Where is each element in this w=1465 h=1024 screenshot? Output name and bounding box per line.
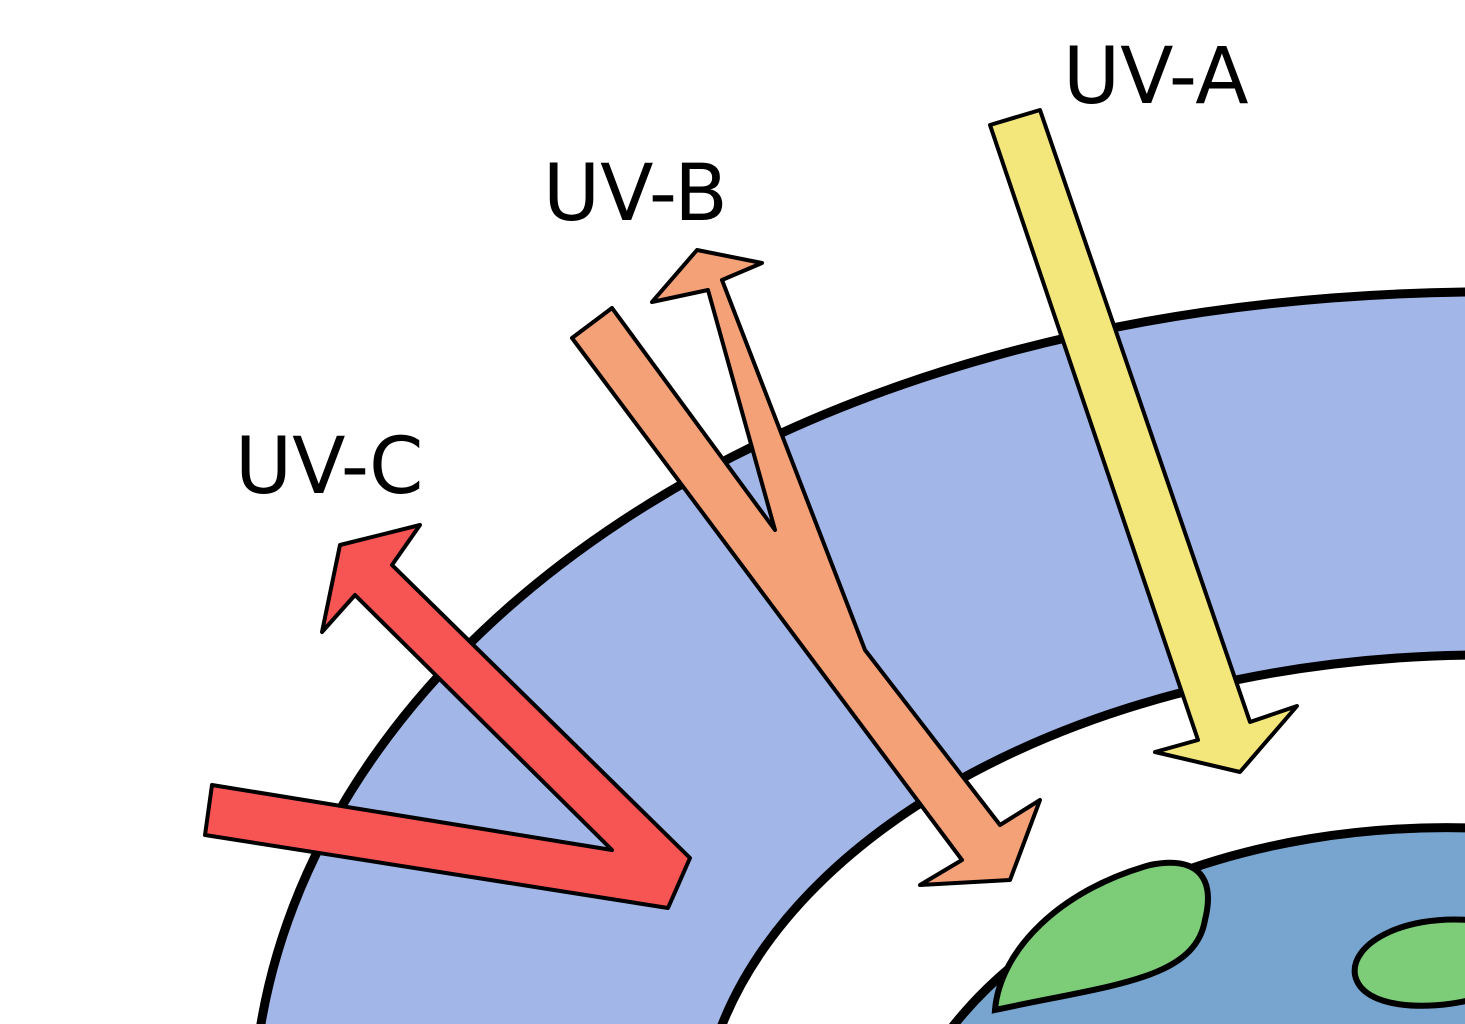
uv-c-arrow	[203, 523, 692, 910]
uv-a-label: UV-A	[1063, 32, 1249, 122]
continent	[1351, 916, 1465, 1009]
uv-a-arrow	[988, 108, 1299, 774]
uv-c-label: UV-C	[235, 422, 424, 512]
continent	[991, 859, 1211, 1014]
uv-b-label: UV-B	[543, 149, 728, 239]
uv-b-arrow	[570, 248, 1042, 887]
